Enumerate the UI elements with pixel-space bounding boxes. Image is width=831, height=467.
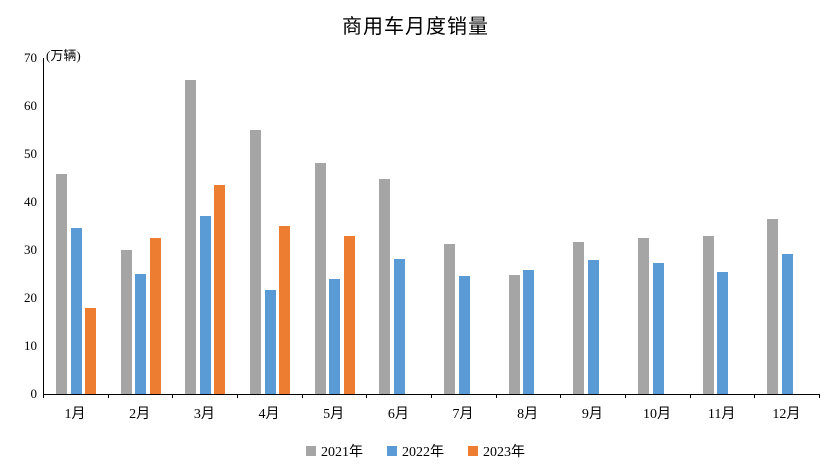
bar-2021年-10月 [638,237,649,394]
x-axis-tick-mark [43,394,44,398]
bar-2022年-4月 [264,289,276,394]
bar-2021年-11月 [702,235,714,394]
x-tick-label: 11月 [707,407,736,422]
bar-2022年-5月 [329,278,341,394]
bar-2023年-3月 [214,184,226,394]
bar-2022年-7月 [458,275,470,394]
bar-2021年-8月 [508,274,520,394]
legend-item-2021年: 2021年 [306,441,363,461]
bar-2023年-5月 [343,235,355,394]
bar-2021年-4月 [250,130,261,394]
legend-swatch-icon [306,446,316,456]
x-tick-label: 2月 [129,407,151,422]
x-tick-label: 7月 [452,407,474,422]
x-tick-label: 12月 [772,407,801,422]
x-axis-tick-mark [560,394,562,398]
bar-2022年-10月 [652,262,664,394]
bar-2021年-7月 [444,243,455,394]
x-axis-tick-mark [237,394,238,398]
x-axis-tick-mark [431,394,432,398]
bar-2021年-2月 [120,250,132,394]
x-tick-label: 8月 [517,407,539,422]
y-tick-label: 10 [24,338,37,353]
x-tick-label: 3月 [193,407,215,422]
y-tick-label: 30 [24,242,37,257]
x-tick-label: 4月 [258,407,280,422]
bar-2022年-12月 [781,253,793,394]
x-tick-label: 9月 [581,407,603,422]
x-tick-label: 5月 [323,407,345,422]
bar-2022年-11月 [717,271,729,394]
bar-2021年-12月 [767,218,779,394]
x-axis-tick-mark [754,394,756,398]
legend-label: 2023年 [483,445,525,460]
x-axis-tick-mark [301,394,303,398]
bar-2022年-3月 [199,216,211,394]
y-tick-label: 50 [24,146,37,161]
y-tick-label: 40 [24,194,37,209]
legend-label: 2021年 [321,445,363,460]
chart-legend: 2021年 2022年 2023年 [0,441,831,461]
bar-2022年-6月 [393,258,405,394]
x-axis-tick-mark [172,394,174,398]
bar-2022年-1月 [70,228,82,394]
bar-2023年-4月 [279,226,290,394]
y-tick-label: 70 [24,50,37,65]
y-tick-label: 0 [30,386,38,401]
x-axis-tick-mark [819,394,820,398]
x-tick-label: 6月 [387,407,409,422]
legend-swatch-icon [468,446,478,456]
x-axis-tick-mark [366,394,368,398]
y-axis-unit-label: (万辆) [46,48,81,63]
bar-2021年-1月 [56,173,67,394]
bar-2021年-9月 [573,241,585,394]
y-tick-label: 60 [24,98,37,113]
legend-item-2023年: 2023年 [468,441,525,461]
bar-2023年-1月 [85,307,96,394]
plot-area [43,58,820,395]
bar-2021年-3月 [185,80,197,394]
chart-title: 商用车月度销量 [342,16,489,38]
x-axis-tick-mark [625,394,626,398]
bar-2022年-9月 [587,259,599,394]
x-tick-label: 1月 [64,407,86,422]
bar-2023年-2月 [149,238,161,394]
legend-label: 2022年 [402,445,444,460]
y-tick-label: 20 [24,290,37,305]
legend-swatch-icon [387,446,397,456]
x-axis-tick-mark [689,394,691,398]
bar-2022年-2月 [135,274,147,394]
x-tick-label: 10月 [643,407,671,422]
x-axis-tick-mark [107,394,109,398]
legend-item-2022年: 2022年 [387,441,444,461]
bar-2022年-8月 [523,269,535,394]
bar-2021年-5月 [314,162,326,394]
bar-2021年-6月 [379,179,391,394]
x-axis-tick-mark [495,394,497,398]
